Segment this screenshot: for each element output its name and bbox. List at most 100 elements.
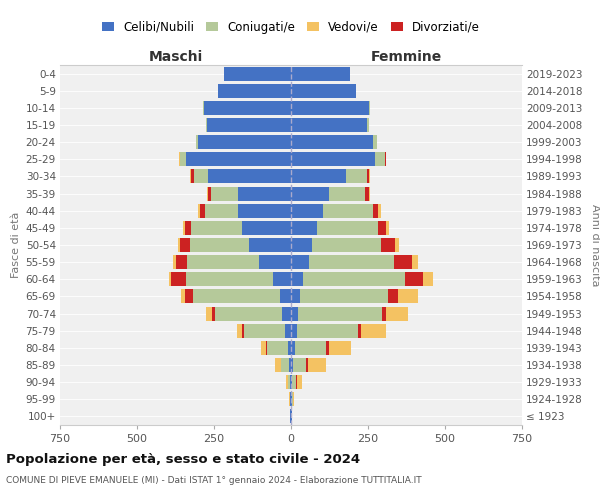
- Bar: [290, 375, 291, 389]
- Bar: [291, 221, 317, 235]
- Bar: [291, 84, 356, 98]
- Bar: [176, 255, 187, 269]
- Bar: [291, 238, 312, 252]
- Bar: [329, 186, 365, 200]
- Bar: [191, 170, 194, 183]
- Bar: [291, 358, 293, 372]
- Text: Femmine: Femmine: [371, 50, 442, 64]
- Bar: [291, 152, 375, 166]
- Bar: [326, 341, 329, 355]
- Bar: [367, 118, 368, 132]
- Bar: [395, 238, 399, 252]
- Bar: [367, 170, 369, 183]
- Bar: [288, 375, 290, 389]
- Bar: [382, 306, 386, 320]
- Bar: [299, 290, 388, 304]
- Bar: [373, 135, 377, 149]
- Bar: [194, 170, 208, 183]
- Bar: [237, 324, 242, 338]
- Bar: [293, 358, 306, 372]
- Bar: [308, 358, 326, 372]
- Bar: [373, 204, 379, 218]
- Bar: [267, 341, 288, 355]
- Bar: [380, 238, 395, 252]
- Bar: [379, 204, 380, 218]
- Bar: [405, 272, 423, 286]
- Bar: [242, 324, 244, 338]
- Bar: [181, 290, 185, 304]
- Bar: [365, 186, 369, 200]
- Bar: [169, 272, 172, 286]
- Bar: [206, 306, 212, 320]
- Bar: [289, 358, 291, 372]
- Bar: [291, 66, 350, 80]
- Bar: [412, 255, 418, 269]
- Bar: [306, 358, 308, 372]
- Bar: [291, 204, 323, 218]
- Bar: [200, 204, 205, 218]
- Bar: [172, 272, 186, 286]
- Bar: [187, 255, 259, 269]
- Bar: [212, 306, 215, 320]
- Bar: [361, 324, 386, 338]
- Bar: [312, 238, 380, 252]
- Bar: [291, 306, 298, 320]
- Bar: [295, 341, 326, 355]
- Bar: [290, 410, 291, 424]
- Bar: [377, 221, 386, 235]
- Bar: [291, 290, 299, 304]
- Bar: [244, 324, 286, 338]
- Bar: [323, 204, 373, 218]
- Text: Maschi: Maschi: [148, 50, 203, 64]
- Bar: [185, 221, 191, 235]
- Bar: [283, 306, 291, 320]
- Bar: [423, 272, 433, 286]
- Bar: [291, 375, 292, 389]
- Bar: [275, 358, 281, 372]
- Bar: [185, 290, 193, 304]
- Legend: Celibi/Nubili, Coniugati/e, Vedovi/e, Divorziati/e: Celibi/Nubili, Coniugati/e, Vedovi/e, Di…: [102, 20, 480, 34]
- Bar: [191, 221, 242, 235]
- Bar: [204, 101, 291, 115]
- Bar: [394, 255, 412, 269]
- Bar: [296, 375, 302, 389]
- Bar: [309, 255, 394, 269]
- Bar: [260, 341, 266, 355]
- Bar: [208, 186, 211, 200]
- Bar: [292, 375, 296, 389]
- Bar: [291, 118, 367, 132]
- Bar: [291, 170, 346, 183]
- Y-axis label: Fasce di età: Fasce di età: [11, 212, 22, 278]
- Bar: [190, 170, 191, 183]
- Bar: [179, 152, 181, 166]
- Bar: [198, 135, 291, 149]
- Bar: [281, 358, 289, 372]
- Bar: [197, 204, 200, 218]
- Bar: [208, 170, 291, 183]
- Bar: [298, 306, 382, 320]
- Bar: [280, 290, 291, 304]
- Bar: [291, 272, 303, 286]
- Bar: [369, 186, 370, 200]
- Bar: [215, 306, 283, 320]
- Bar: [291, 101, 368, 115]
- Bar: [291, 341, 295, 355]
- Bar: [173, 255, 176, 269]
- Bar: [259, 255, 291, 269]
- Bar: [290, 392, 291, 406]
- Bar: [181, 238, 190, 252]
- Bar: [185, 152, 291, 166]
- Bar: [190, 238, 250, 252]
- Bar: [385, 152, 386, 166]
- Bar: [293, 392, 294, 406]
- Bar: [296, 324, 358, 338]
- Bar: [291, 135, 373, 149]
- Bar: [286, 375, 288, 389]
- Bar: [205, 204, 238, 218]
- Bar: [211, 186, 238, 200]
- Bar: [206, 186, 208, 200]
- Bar: [291, 410, 292, 424]
- Bar: [182, 221, 185, 235]
- Bar: [375, 152, 385, 166]
- Bar: [291, 186, 329, 200]
